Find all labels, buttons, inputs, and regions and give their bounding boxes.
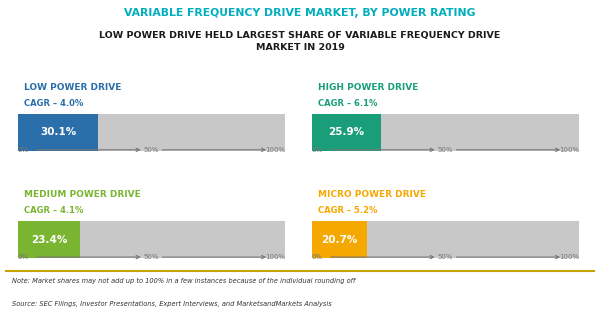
Text: MEDIUM POWER DRIVE: MEDIUM POWER DRIVE xyxy=(24,190,141,199)
Text: 50%: 50% xyxy=(438,147,453,153)
Text: 100%: 100% xyxy=(559,254,579,260)
Text: CAGR – 4.1%: CAGR – 4.1% xyxy=(24,206,83,215)
Text: 100%: 100% xyxy=(265,254,285,260)
Text: 0%: 0% xyxy=(18,147,29,153)
Text: MICRO POWER DRIVE: MICRO POWER DRIVE xyxy=(318,190,426,199)
Text: 25.9%: 25.9% xyxy=(329,127,365,137)
Text: 0%: 0% xyxy=(312,254,323,260)
Text: VARIABLE FREQUENCY DRIVE MARKET, BY POWER RATING: VARIABLE FREQUENCY DRIVE MARKET, BY POWE… xyxy=(124,8,476,18)
Text: CAGR – 6.1%: CAGR – 6.1% xyxy=(318,99,377,108)
Text: Note: Market shares may not add up to 100% in a few instances because of the ind: Note: Market shares may not add up to 10… xyxy=(12,278,355,284)
Text: 0%: 0% xyxy=(312,147,323,153)
Text: 50%: 50% xyxy=(438,254,453,260)
Text: 100%: 100% xyxy=(265,147,285,153)
Text: 23.4%: 23.4% xyxy=(31,235,67,245)
Text: 100%: 100% xyxy=(559,147,579,153)
Text: CAGR – 5.2%: CAGR – 5.2% xyxy=(318,206,377,215)
Text: 20.7%: 20.7% xyxy=(322,235,358,245)
Text: Source: SEC Filings, Investor Presentations, Expert Interviews, and MarketsandMa: Source: SEC Filings, Investor Presentati… xyxy=(12,301,332,307)
Text: 50%: 50% xyxy=(144,147,159,153)
Text: LOW POWER DRIVE: LOW POWER DRIVE xyxy=(24,83,121,92)
Text: HIGH POWER DRIVE: HIGH POWER DRIVE xyxy=(318,83,418,92)
Bar xyxy=(312,221,367,258)
Text: 0%: 0% xyxy=(18,254,29,260)
Text: 30.1%: 30.1% xyxy=(40,127,76,137)
Bar xyxy=(18,114,98,151)
Bar xyxy=(18,221,80,258)
Bar xyxy=(312,114,381,151)
Text: 50%: 50% xyxy=(144,254,159,260)
Text: CAGR – 4.0%: CAGR – 4.0% xyxy=(24,99,83,108)
Text: LOW POWER DRIVE HELD LARGEST SHARE OF VARIABLE FREQUENCY DRIVE
MARKET IN 2019: LOW POWER DRIVE HELD LARGEST SHARE OF VA… xyxy=(100,31,500,52)
